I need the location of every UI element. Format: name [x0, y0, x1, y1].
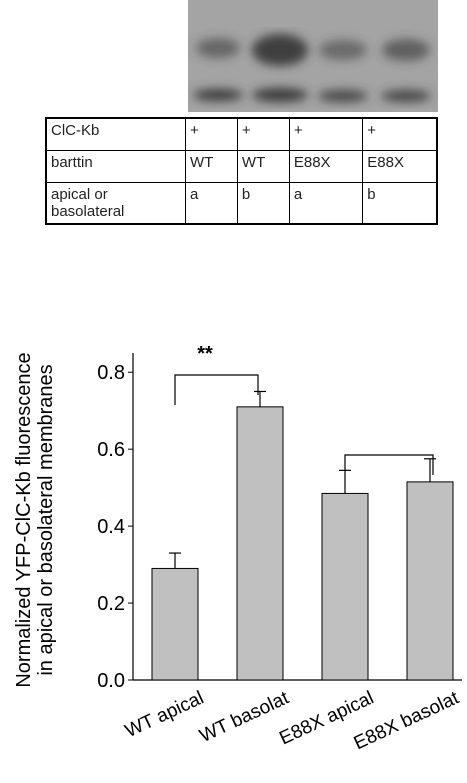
blot-image	[188, 0, 438, 112]
bracket	[345, 455, 433, 475]
table-cell: +	[186, 118, 238, 151]
bracket	[175, 375, 258, 405]
table-cell: a	[289, 183, 362, 225]
bar	[322, 493, 368, 680]
x-tick-label: E88X basolat	[351, 687, 463, 754]
page: ClC-Kb++++barttinWTWTE88XE88Xapical or b…	[0, 0, 467, 783]
table-cell: WT	[186, 151, 238, 183]
table-cell: b	[237, 183, 289, 225]
table-cell: E88X	[363, 151, 437, 183]
bar	[237, 407, 283, 680]
x-tick-label: WT apical	[122, 687, 207, 742]
bar	[152, 568, 198, 680]
table-cell: +	[237, 118, 289, 151]
table-cell: E88X	[289, 151, 362, 183]
y-tick-label: 0.2	[97, 593, 125, 615]
table-row: ClC-Kb++++	[46, 118, 437, 151]
table-cell: +	[363, 118, 437, 151]
y-axis-label-line: in apical or basolateral membranes	[35, 364, 57, 675]
x-tick-label: E88X apical	[276, 687, 377, 749]
table-cell: b	[363, 183, 437, 225]
y-tick-label: 0.0	[97, 670, 125, 692]
x-tick-label: WT basolat	[196, 687, 292, 747]
table-cell: apical or basolateral	[46, 183, 186, 225]
y-axis-label-line: Normalized YFP-ClC-Kb fluorescence	[13, 352, 35, 687]
y-tick-label: 0.6	[97, 439, 125, 461]
bar	[407, 482, 453, 680]
table-cell: +	[289, 118, 362, 151]
y-axis-label: Normalized YFP-ClC-Kb fluorescencein api…	[13, 352, 57, 687]
y-tick-label: 0.8	[97, 362, 125, 384]
table-cell: a	[186, 183, 238, 225]
table-cell: WT	[237, 151, 289, 183]
significance-label: **	[197, 343, 213, 365]
y-tick-label: 0.4	[97, 516, 125, 538]
table-cell: barttin	[46, 151, 186, 183]
table-cell: ClC-Kb	[46, 118, 186, 151]
